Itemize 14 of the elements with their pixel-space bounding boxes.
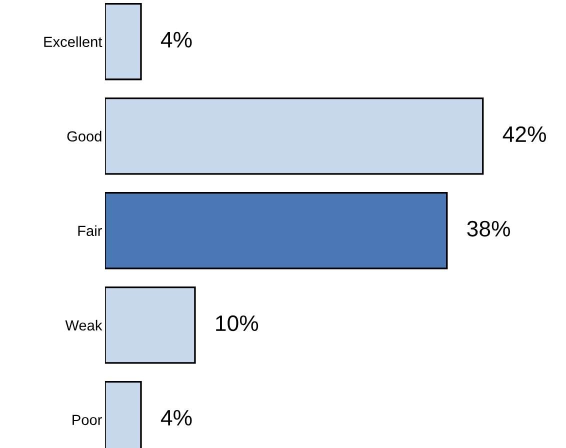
data-label: 38% [467, 220, 510, 237]
bar [105, 286, 196, 364]
bar [105, 2, 142, 80]
data-label: 4% [160, 410, 192, 426]
data-label: 4% [160, 32, 192, 48]
bar [105, 192, 448, 270]
y-tick-label: Good [67, 130, 102, 142]
y-tick-label: Weak [65, 320, 102, 331]
y-tick-label: Fair [78, 225, 102, 236]
y-tick-label: Poor [72, 414, 102, 426]
data-label: 10% [216, 315, 258, 332]
data-label: 42% [502, 126, 546, 142]
y-tick-label: Excellent [44, 36, 102, 48]
bar [105, 97, 484, 175]
